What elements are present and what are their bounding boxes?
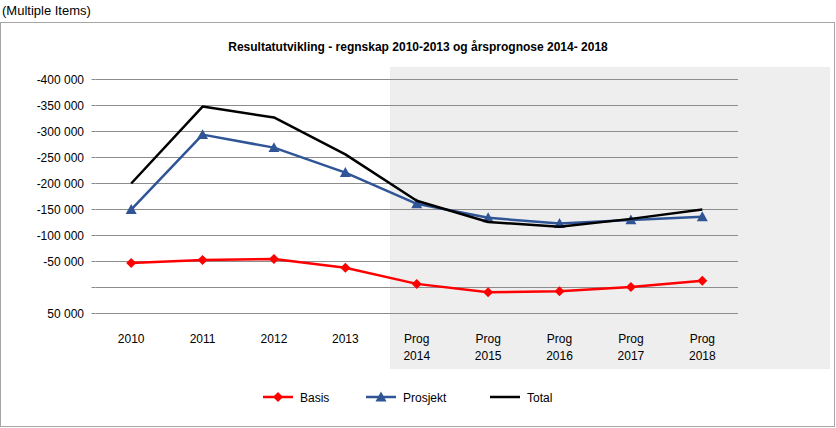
series-marker xyxy=(340,263,350,273)
y-tick xyxy=(92,313,96,314)
x-tick-label-line: Prog xyxy=(690,332,715,346)
y-tick-label: -100 000 xyxy=(37,229,85,243)
grid-line xyxy=(96,79,739,80)
x-tick-label: 2013 xyxy=(332,332,359,346)
y-tick-label: -50 000 xyxy=(43,255,84,269)
x-tick-label-line: 2017 xyxy=(618,349,645,363)
series-marker xyxy=(340,167,351,177)
grid-line xyxy=(96,209,739,210)
grid-line xyxy=(96,183,739,184)
x-tick-label: 2011 xyxy=(190,332,216,346)
series-line xyxy=(131,259,702,292)
plot-area xyxy=(126,107,708,298)
y-tick-label: -300 000 xyxy=(37,125,85,139)
y-tick xyxy=(92,235,96,236)
x-tick-label-line: Prog xyxy=(547,332,572,346)
y-tick xyxy=(92,287,96,288)
legend-line xyxy=(490,396,520,399)
series-marker xyxy=(126,204,137,214)
legend-marker xyxy=(273,392,283,402)
grid-line xyxy=(96,131,739,132)
series-line xyxy=(131,107,702,227)
legend-label: Basis xyxy=(300,391,329,405)
y-tick-label: -150 000 xyxy=(37,203,85,217)
y-tick-label: -250 000 xyxy=(37,151,85,165)
series-marker xyxy=(269,254,279,264)
x-tick-label-line: Prog xyxy=(618,332,643,346)
grid-line xyxy=(96,157,739,158)
x-tick-label-line: Prog xyxy=(404,332,429,346)
y-tick xyxy=(92,261,96,262)
x-tick-label-line: 2016 xyxy=(546,349,573,363)
series-marker xyxy=(197,129,208,139)
x-tick-label: Prog 2014 xyxy=(403,332,430,363)
series-marker xyxy=(555,286,565,296)
series-marker xyxy=(268,142,279,152)
y-tick-label: -200 000 xyxy=(37,177,85,191)
y-tick xyxy=(92,209,96,210)
x-tick-label-line: Prog xyxy=(475,332,500,346)
filter-label: (Multiple Items) xyxy=(2,3,91,18)
chart-svg: (Multiple Items) Resultatutvikling - regn… xyxy=(0,0,836,428)
grid-line xyxy=(96,235,739,236)
series-marker xyxy=(697,276,707,286)
series-marker xyxy=(412,279,422,289)
x-tick-label: Prog 2018 xyxy=(689,332,716,363)
x-tick-label-line: 2014 xyxy=(403,349,430,363)
legend-label: Total xyxy=(527,391,552,405)
legend-marker xyxy=(376,392,387,402)
series-marker xyxy=(198,255,208,265)
series-marker xyxy=(697,211,708,221)
y-tick-label: -350 000 xyxy=(37,99,85,113)
x-tick-label: Prog 2017 xyxy=(618,332,645,363)
x-tick-label-line: 2015 xyxy=(475,349,502,363)
y-tick-label: 50 000 xyxy=(47,307,84,321)
y-tick xyxy=(92,131,96,132)
x-tick-label-line: 2011 xyxy=(190,332,216,346)
grid-line xyxy=(96,313,739,314)
series-marker xyxy=(126,258,136,268)
y-tick xyxy=(92,79,96,80)
x-tick-label-line: 2013 xyxy=(332,332,359,346)
forecast-band xyxy=(390,67,830,369)
grid-line xyxy=(96,105,739,106)
legend-label: Prosjekt xyxy=(403,391,447,405)
x-tick-label-line: 2018 xyxy=(689,349,716,363)
series-line xyxy=(131,135,702,224)
x-tick-label: 2012 xyxy=(261,332,288,346)
y-tick xyxy=(92,157,96,158)
x-tick-label-line: 2012 xyxy=(261,332,288,346)
chart-title: Resultatutvikling - regnskap 2010-2013 o… xyxy=(228,40,608,54)
x-tick-label: 2010 xyxy=(118,332,145,346)
x-tick-label-line: 2010 xyxy=(118,332,145,346)
y-tick-label: -400 000 xyxy=(37,73,85,87)
x-tick-label: Prog 2016 xyxy=(546,332,573,363)
chart-frame xyxy=(1,23,835,427)
y-tick xyxy=(92,183,96,184)
y-tick xyxy=(92,105,96,106)
legend: Basis Prosjekt Total xyxy=(263,391,552,405)
series-marker xyxy=(483,287,493,297)
series-marker xyxy=(626,282,636,292)
x-tick-label: Prog 2015 xyxy=(475,332,502,363)
